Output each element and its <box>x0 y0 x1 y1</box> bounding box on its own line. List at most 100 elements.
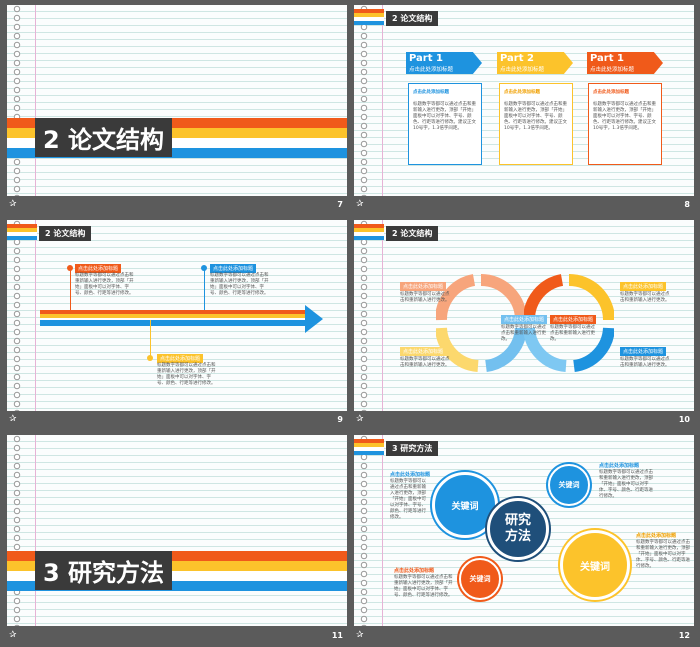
spiral-binding <box>10 435 24 626</box>
spiral-binding <box>10 220 24 411</box>
star-icon[interactable]: ✰ <box>9 630 17 640</box>
color-stripes <box>354 224 384 240</box>
section-title: 2 论文结构 <box>35 118 173 157</box>
margin-line <box>382 5 383 196</box>
star-icon[interactable]: ✰ <box>9 199 17 209</box>
cycle-diagram-left <box>436 274 526 372</box>
slide-footer: ✰ 9 <box>7 413 347 428</box>
slide-footer: ✰ 8 <box>354 198 694 213</box>
slide-footer: ✰ 11 <box>7 629 347 644</box>
part-box-2: 点击此处添加标题 标题数字等都可以通过点击和重新输入进行更改，顶部「开始」面板中… <box>499 83 573 165</box>
margin-line <box>382 220 383 411</box>
text-heading-2: 点击此处添加标题 <box>599 463 640 469</box>
star-icon[interactable]: ✰ <box>356 630 364 640</box>
slide-9[interactable]: 2 论文结构 点击此处添加标题 标题数字等都可以通过点击和重新输入进行更改，顶部… <box>7 220 347 411</box>
slide-number: 8 <box>684 200 690 209</box>
center-circle: 研究方法 <box>487 498 549 560</box>
text-body-1: 标题数字等都可以通过点击和重新输入进行更改，顶部「开始」面板中可以对字体、字号、… <box>390 479 426 520</box>
text-heading-4: 点击此处添加标题 <box>394 568 435 574</box>
spiral-binding <box>357 435 371 626</box>
part-box-3: 点击此处添加标题 标题数字等都可以通过点击和重新输入进行更改，顶部「开始」面板中… <box>588 83 662 165</box>
timeline-text-3: 标题数字等都可以通过点击和重新输入进行更改，顶部「开始」面板中可以对字体、字号、… <box>157 363 216 386</box>
part-subtitle: 点击此处添加标题 <box>500 67 545 73</box>
part-box-body: 标题数字等都可以通过点击和重新输入进行更改，顶部「开始」面板中可以对字体、字号、… <box>413 102 476 131</box>
slide-number: 11 <box>331 631 343 640</box>
part-title: Part 1 <box>590 53 624 64</box>
section-title: 3 研究方法 <box>35 551 173 590</box>
timeline-text-2: 标题数字等都可以通过点击和重新输入进行更改，顶部「开始」面板中可以对字体、字号、… <box>210 273 269 296</box>
slide-number: 7 <box>337 200 343 209</box>
text-heading-3: 点击此处添加标题 <box>636 533 677 539</box>
timeline-arrow <box>40 305 323 333</box>
color-stripes <box>7 224 37 240</box>
keyword-circle-blue-small: 关键词 <box>548 464 590 506</box>
part-subtitle: 点击此处添加标题 <box>409 67 454 73</box>
slide-number: 12 <box>678 631 690 640</box>
text-body-3: 标题数字等都可以通过点击和重新输入进行更改，顶部「开始」面板中可以对字体、字号、… <box>636 540 690 569</box>
cycle-label-2: 点击此处添加标题 <box>400 347 447 356</box>
keyword-circle-orange: 关键词 <box>459 558 501 600</box>
timeline-label-1: 点击此处添加标题 <box>75 264 122 273</box>
cycle-text-4: 标题数字等都可以通过点击和重新输入进行更改。 <box>550 325 595 342</box>
timeline-stem <box>150 320 151 358</box>
slide-number: 10 <box>678 415 690 424</box>
star-icon[interactable]: ✰ <box>356 414 364 424</box>
section-tag: 2 论文结构 <box>386 11 439 26</box>
timeline-dot <box>67 265 73 271</box>
timeline-dot <box>147 355 153 361</box>
part-title: Part 1 <box>409 53 443 64</box>
color-stripes <box>7 551 347 591</box>
slide-8[interactable]: 2 论文结构 Part 1 点击此处添加标题 点击此处添加标题 标题数字等都可以… <box>354 5 694 196</box>
part-title: Part 2 <box>500 53 534 64</box>
cycle-text-6: 标题数字等都可以通过点击和重新输入进行更改。 <box>620 357 670 368</box>
cycle-label-1: 点击此处添加标题 <box>400 282 447 291</box>
cycle-text-3: 标题数字等都可以通过点击和重新输入进行更改。 <box>501 325 546 342</box>
cycle-label-6: 点击此处添加标题 <box>620 347 667 356</box>
margin-line <box>35 5 36 196</box>
section-tag: 2 论文结构 <box>39 226 92 241</box>
spiral-binding <box>357 5 371 196</box>
slide-12[interactable]: 3 研究方法 关键词 研究方法 关键词 关键词 关键词 点击此处添加标题 标题数… <box>354 435 694 626</box>
spiral-binding <box>10 5 24 196</box>
keyword-circle-yellow: 关键词 <box>560 530 630 600</box>
cycle-label-4: 点击此处添加标题 <box>550 315 597 324</box>
slide-number: 9 <box>337 415 343 424</box>
slide-7[interactable]: 2 论文结构 <box>7 5 347 196</box>
timeline-stem <box>204 268 205 310</box>
timeline-dot <box>201 265 207 271</box>
timeline-text-1: 标题数字等都可以通过点击和重新输入进行更改，顶部「开始」面板中可以对字体、字号、… <box>75 273 134 296</box>
part-box-heading: 点击此处添加标题 <box>413 90 449 95</box>
text-heading-1: 点击此处添加标题 <box>390 472 431 478</box>
star-icon[interactable]: ✰ <box>356 199 364 209</box>
section-tag: 2 论文结构 <box>386 226 439 241</box>
text-body-2: 标题数字等都可以通过点击和重新输入进行更改，顶部「开始」面板中可以对字体、字号、… <box>599 470 653 499</box>
text-body-4: 标题数字等都可以通过点击和重新输入进行更改，顶部「开始」面板中可以对字体、字号、… <box>394 575 453 598</box>
part-box-heading: 点击此处添加标题 <box>593 90 629 95</box>
color-stripes <box>354 9 384 25</box>
margin-line <box>35 220 36 411</box>
slide-footer: ✰ 12 <box>354 629 694 644</box>
cycle-text-2: 标题数字等都可以通过点击和重新输入进行更改。 <box>400 357 450 368</box>
part-subtitle: 点击此处添加标题 <box>590 67 635 73</box>
timeline-label-3: 点击此处添加标题 <box>157 354 204 363</box>
cycle-label-5: 点击此处添加标题 <box>620 282 667 291</box>
cycle-diagram-right <box>524 274 614 372</box>
color-stripes <box>7 118 347 158</box>
part-box-1: 点击此处添加标题 标题数字等都可以通过点击和重新输入进行更改，顶部「开始」面板中… <box>408 83 482 165</box>
timeline-label-2: 点击此处添加标题 <box>210 264 257 273</box>
slide-10[interactable]: 2 论文结构 点击此处添加标题 标题数字等都可以通过点击和重新输入进行更改。 点… <box>354 220 694 411</box>
cycle-text-5: 标题数字等都可以通过点击和重新输入进行更改。 <box>620 292 670 303</box>
part-box-body: 标题数字等都可以通过点击和重新输入进行更改，顶部「开始」面板中可以对字体、字号、… <box>504 102 567 131</box>
margin-line <box>35 435 36 626</box>
star-icon[interactable]: ✰ <box>9 414 17 424</box>
part-header-3: Part 1 点击此处添加标题 <box>587 52 663 74</box>
cycle-label-3: 点击此处添加标题 <box>501 315 548 324</box>
section-tag: 3 研究方法 <box>386 441 439 456</box>
part-box-body: 标题数字等都可以通过点击和重新输入进行更改，顶部「开始」面板中可以对字体、字号、… <box>593 102 656 131</box>
slide-11[interactable]: 3 研究方法 <box>7 435 347 626</box>
part-header-2: Part 2 点击此处添加标题 <box>497 52 573 74</box>
slide-footer: ✰ 7 <box>7 198 347 213</box>
spiral-binding <box>357 220 371 411</box>
part-box-heading: 点击此处添加标题 <box>504 90 540 95</box>
slide-footer: ✰ 10 <box>354 413 694 428</box>
